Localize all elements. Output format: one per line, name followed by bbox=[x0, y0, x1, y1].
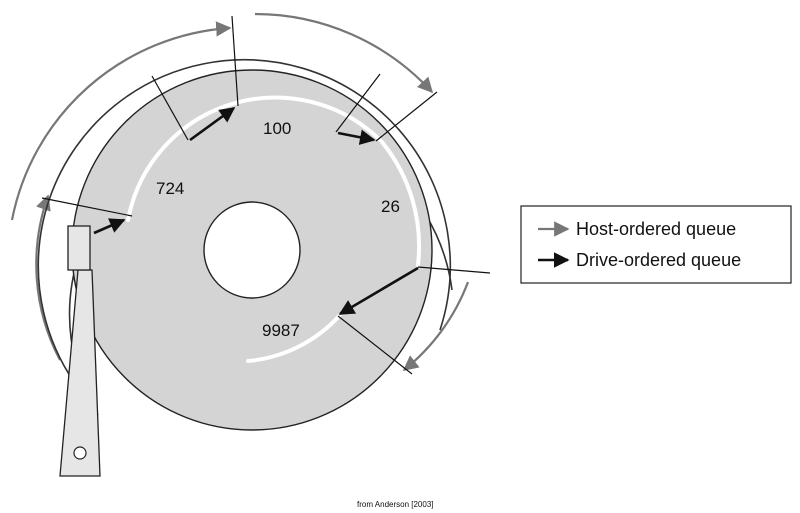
arm-pivot-icon bbox=[73, 446, 87, 460]
boundary-line-4 bbox=[375, 91, 438, 142]
sector-label-100: 100 bbox=[263, 119, 291, 138]
sector-label-26: 26 bbox=[381, 197, 400, 216]
boundary-line-6 bbox=[417, 266, 491, 274]
drive-arrow-head-to-724 bbox=[93, 218, 126, 235]
boundary-line-5 bbox=[41, 197, 133, 217]
drive-ordered-path bbox=[93, 106, 419, 316]
actuator-arm bbox=[59, 225, 101, 477]
boundary-line-1 bbox=[231, 15, 239, 107]
boundary-line-3 bbox=[335, 73, 381, 133]
host-path-outer-arc bbox=[10, 21, 232, 221]
drive-arrow-26-to-9987 bbox=[338, 266, 419, 316]
legend-drive-label: Drive-ordered queue bbox=[576, 250, 741, 270]
sector-boundaries bbox=[41, 15, 491, 375]
drive-arrow-100-to-26 bbox=[337, 129, 376, 145]
sector-label-9987: 9987 bbox=[262, 321, 300, 340]
legend: Host-ordered queue Drive-ordered queue bbox=[520, 205, 792, 284]
drive-arrow-724-to-100 bbox=[189, 106, 236, 142]
sector-label-724: 724 bbox=[156, 179, 184, 198]
legend-box bbox=[520, 205, 792, 284]
outer-ring-1 bbox=[37, 59, 451, 401]
host-path-top-right-arc bbox=[254, 12, 434, 94]
host-path-left-arc bbox=[35, 194, 61, 361]
boundary-line-2 bbox=[151, 75, 189, 141]
disk-spindle-hole bbox=[203, 201, 301, 299]
track-arc-lower bbox=[246, 313, 342, 363]
read-head bbox=[67, 225, 91, 271]
source-credit: from Anderson [2003] bbox=[357, 500, 434, 509]
legend-host-label: Host-ordered queue bbox=[576, 219, 736, 239]
host-ordered-path bbox=[10, 12, 470, 371]
host-path-right-arc bbox=[402, 281, 470, 371]
track-arc-upper bbox=[126, 95, 382, 222]
track-arcs bbox=[126, 95, 422, 363]
boundary-line-7 bbox=[337, 315, 413, 375]
track-arc-right bbox=[380, 140, 422, 267]
